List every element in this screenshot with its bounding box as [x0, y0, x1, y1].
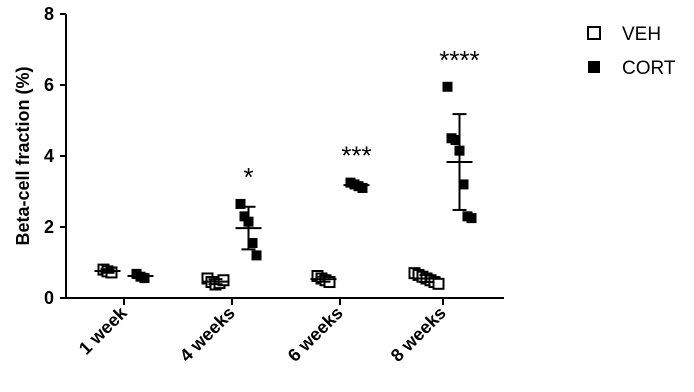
significance-label: ***: [341, 141, 371, 171]
data-point-cort: [466, 213, 477, 224]
data-point-cort: [247, 237, 258, 248]
y-tick-label: 0: [44, 288, 54, 308]
axes: 0 2 4 6 8 Beta-cell fraction (%) 1 week 4 weeks…: [13, 4, 504, 366]
significance-label: *: [243, 162, 253, 192]
y-tick-label: 2: [44, 217, 54, 237]
data-point-cort: [239, 211, 250, 222]
y-tick-label: 8: [44, 4, 54, 24]
y-tick-label: 4: [44, 146, 54, 166]
data-point-cort: [251, 250, 262, 261]
data-point-cort: [235, 198, 246, 209]
data-point-veh: [217, 274, 230, 287]
data-point-cort: [442, 81, 453, 92]
legend-marker-cort: [588, 61, 600, 73]
x-tick-label: 1 week: [75, 302, 132, 359]
x-tick-label: 4 weeks: [176, 303, 239, 366]
x-tick-label: 8 weeks: [387, 303, 450, 366]
x-tick-label: 6 weeks: [284, 303, 347, 366]
legend-label: VEH: [622, 24, 661, 45]
legend-label: CORT: [622, 58, 676, 79]
y-axis-label: Beta-cell fraction (%): [13, 66, 33, 245]
data-point-cort: [458, 179, 469, 190]
data-point-veh: [432, 277, 445, 290]
data-point-cort: [450, 135, 461, 146]
legend-marker-veh: [587, 26, 601, 40]
legend: VEH CORT: [587, 24, 676, 79]
significance-label: ****: [439, 45, 479, 75]
y-tick-label: 6: [44, 75, 54, 95]
data-marks: ********: [94, 45, 480, 291]
